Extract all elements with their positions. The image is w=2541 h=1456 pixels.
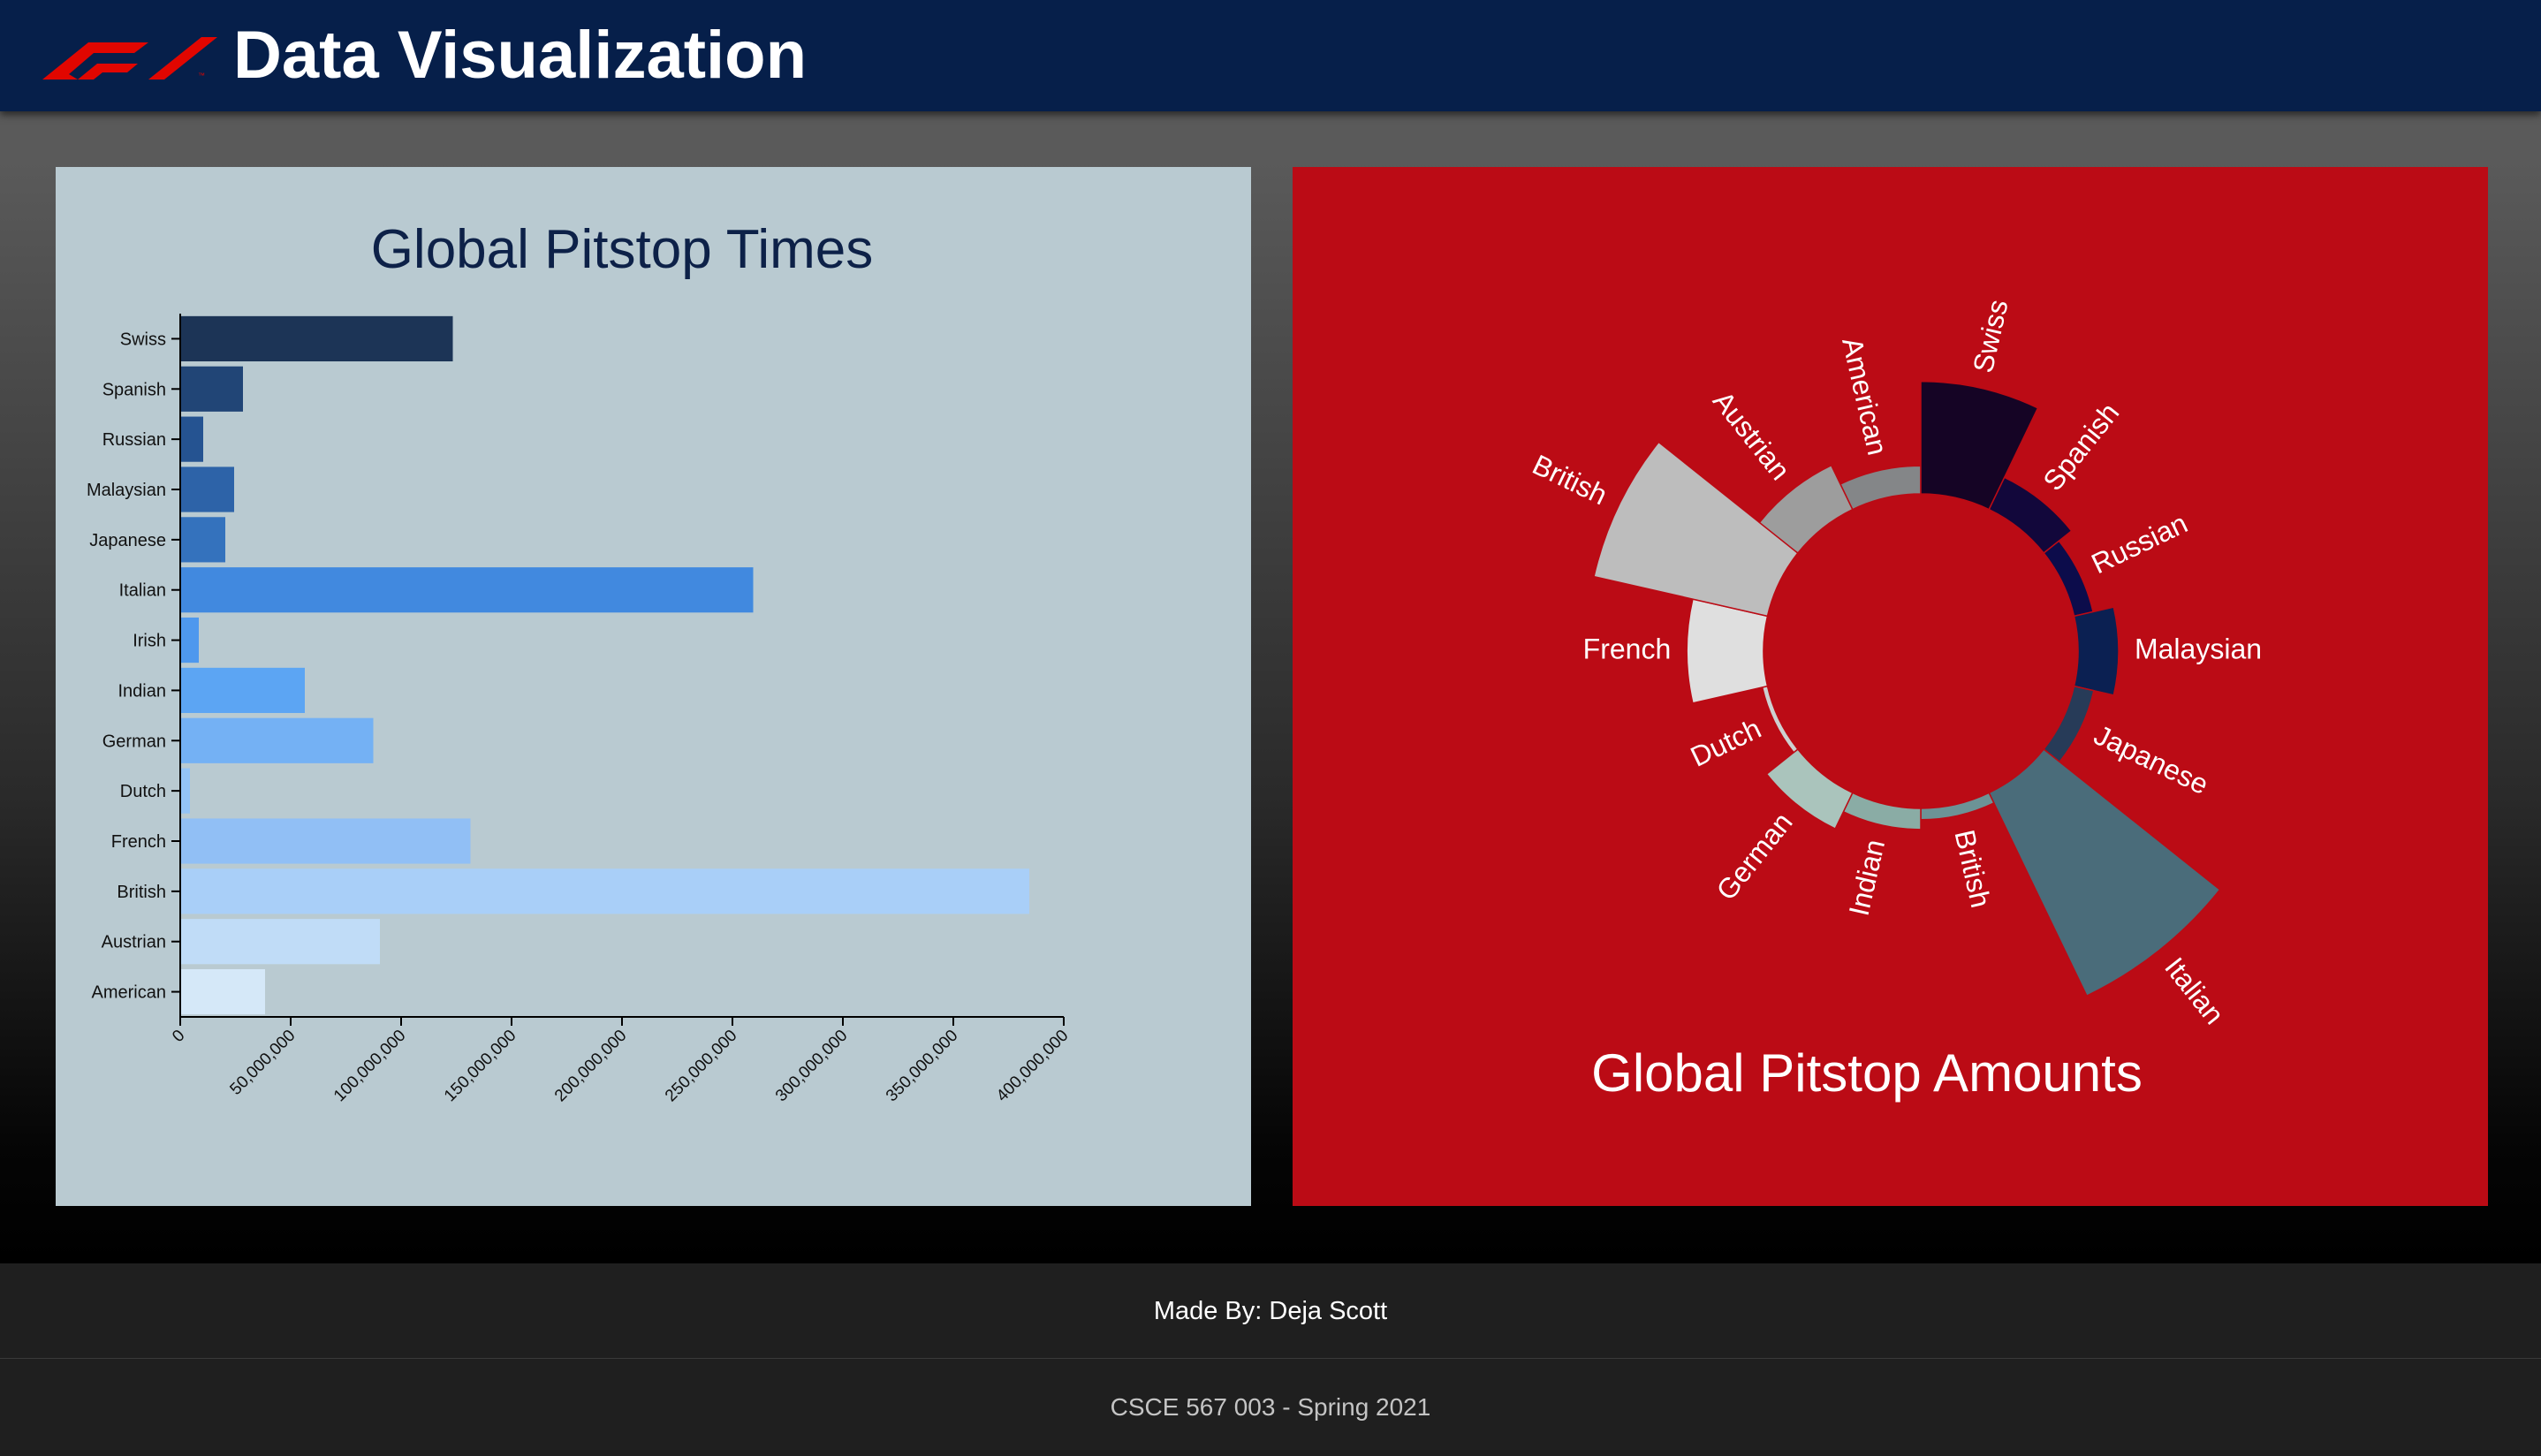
footer-credit: Made By: Deja Scott [0,1263,2541,1359]
x-tick-label: 150,000,000 [441,1027,520,1106]
y-tick-label: Japanese [89,531,166,550]
x-tick-label: 100,000,000 [330,1027,410,1106]
radial-label-french: French [1583,633,1672,664]
radial-chart: American Swiss Spanish Russian Malaysian Japa… [1528,297,2262,1103]
y-tick-label: Swiss [120,330,166,349]
y-tick-label: Russian [102,430,166,450]
y-tick-label: Indian [118,681,167,701]
radial-bar-spanish[interactable] [1988,476,2073,555]
radial-bar-british[interactable] [1920,792,1995,821]
y-tick-label: British [117,883,166,902]
x-tick-label: 300,000,000 [772,1027,852,1106]
radial-label-dutch: Dutch [1686,712,1766,773]
y-tick-label: American [92,983,166,1003]
y-tick-label: Austrian [102,933,166,952]
radial-label-spanish: Spanish [2037,397,2125,497]
radial-bar-italian[interactable] [1988,747,2221,997]
radial-bar-french[interactable] [1686,598,1769,704]
radial-label-austrian: Austrian [1707,385,1796,486]
bar-dutch[interactable] [181,768,190,814]
radial-bar-german[interactable] [1765,747,1854,830]
x-tick-label: 250,000,000 [662,1027,741,1106]
bar-irish[interactable] [181,617,199,664]
radial-bar-malaysian[interactable] [2073,606,2120,696]
radial-label-japanese: Japanese [2090,718,2214,800]
bar-japanese[interactable] [181,517,225,563]
bar-indian[interactable] [181,667,305,714]
radial-bar-swiss[interactable] [1920,380,2039,511]
y-tick-label: Irish [133,632,166,651]
radial-label-british: British [1528,448,1612,511]
x-tick-label: 200,000,000 [551,1027,631,1106]
bar-chart: Global Pitstop Times Swiss Spanish Russian… [87,219,1073,1106]
footer-course: CSCE 567 003 - Spring 2021 [0,1359,2541,1456]
bar-italian[interactable] [181,567,754,613]
bar-swiss[interactable] [181,315,453,362]
y-tick-label: French [111,832,166,852]
bar-british[interactable] [181,868,1029,914]
radial-label-british: British [1948,827,1997,911]
radial-label-indian: Indian [1843,837,1891,919]
radial-label-malaysian: Malaysian [2135,633,2262,664]
y-tick-label: German [102,732,166,751]
chart-title: Global Pitstop Amounts [1591,1043,2143,1103]
radial-label-italian: Italian [2158,952,2230,1030]
radial-bar-british[interactable] [1593,441,1799,618]
f1-logo-icon[interactable]: ™ [42,34,219,80]
y-tick-label: Malaysian [87,481,166,500]
radial-bar-austrian[interactable] [1758,464,1854,555]
x-tick-label: 50,000,000 [226,1027,299,1099]
bar-austrian[interactable] [181,919,380,965]
page-title: Data Visualization [233,18,808,93]
svg-text:™: ™ [198,72,205,80]
radial-bar-american[interactable] [1839,465,1922,511]
bar-american[interactable] [181,968,265,1015]
bar-malaysian[interactable] [181,466,234,512]
bar-chart-panel: Global Pitstop Times Swiss Spanish Russian… [56,167,1251,1206]
radial-label-swiss: Swiss [1967,297,2014,375]
app-header: ™ Data Visualization [0,0,2541,111]
x-tick-label: 350,000,000 [883,1027,962,1106]
y-tick-label: Dutch [120,782,166,801]
chart-title: Global Pitstop Times [371,219,874,280]
radial-marks [1593,380,2221,997]
radial-bar-japanese[interactable] [2043,685,2095,763]
y-tick-label: Spanish [102,380,166,399]
radial-label-german: German [1710,807,1799,906]
radial-label-american: American [1836,335,1893,459]
y-axis: Swiss Spanish Russian Malaysian Japanese Ital… [87,314,181,1017]
bar-russian[interactable] [181,416,203,462]
x-axis: 0 50,000,000 100,000,000 150,000,000 200,000… [169,1016,1073,1106]
bar-german[interactable] [181,717,374,763]
radial-bar-indian[interactable] [1842,792,1922,830]
radial-bar-russian[interactable] [2043,540,2094,618]
y-tick-label: Italian [119,581,166,601]
x-tick-label: 400,000,000 [993,1027,1073,1106]
bar-french[interactable] [181,818,471,864]
x-tick-label: 0 [169,1027,188,1046]
radial-label-russian: Russian [2087,507,2193,580]
radial-chart-panel: American Swiss Spanish Russian Malaysian Japa… [1293,167,2488,1206]
bar-marks [181,315,1029,1015]
bar-spanish[interactable] [181,366,243,412]
radial-bar-dutch[interactable] [1761,685,1799,754]
